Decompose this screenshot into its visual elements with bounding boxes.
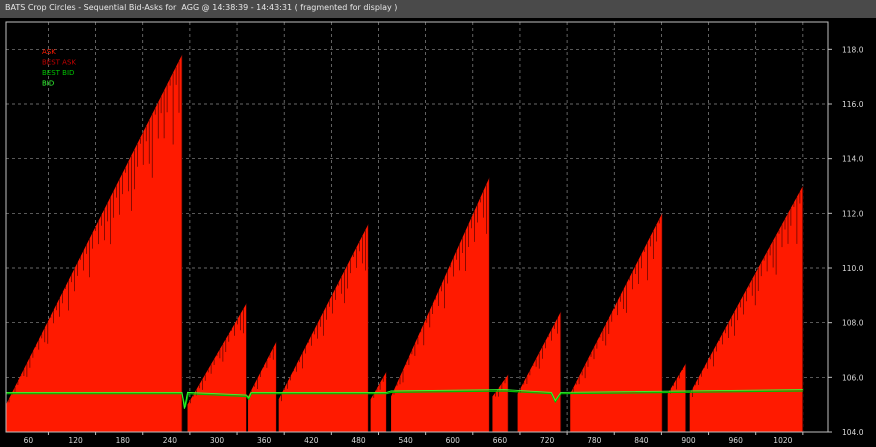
legend-entry: BID	[42, 80, 54, 88]
y-tick-label: 104.0	[842, 428, 864, 437]
ask-spike-lines	[572, 219, 660, 393]
best-bid-line	[6, 390, 803, 408]
ask-ramp-area	[187, 303, 247, 432]
x-tick-label: 120	[68, 436, 83, 445]
x-tick-label: 360	[257, 436, 272, 445]
window-title: BATS Crop Circles - Sequential Bid-Asks …	[5, 3, 398, 12]
x-tick-label: 60	[24, 436, 34, 445]
ask-ramp-area	[689, 186, 803, 432]
x-tick-label: 420	[304, 436, 319, 445]
y-axis: 104.0 106.0 108.0 110.0 112.0 114.0 116.0 118.0	[828, 45, 864, 437]
x-tick-label: 840	[634, 436, 649, 445]
ask-ramp-area	[248, 341, 277, 432]
ask-ramp-area	[391, 177, 490, 432]
ask-ramp-area	[667, 363, 686, 432]
bid-series-lines	[6, 389, 803, 409]
y-tick-label: 108.0	[842, 319, 864, 328]
x-tick-label: 720	[540, 436, 555, 445]
bid-line	[6, 389, 803, 409]
ask-spike-lines	[281, 230, 366, 402]
ask-ramp-area	[370, 371, 387, 432]
x-tick-label: 600	[446, 436, 461, 445]
x-axis: 60 120 180 240 300 360 420 480 540 600 660 720 780 84…	[24, 432, 804, 445]
bid-ask-chart: 104.0 106.0 108.0 110.0 112.0 114.0 116.0 118.0…	[0, 18, 876, 447]
x-tick-label: 1020	[773, 436, 792, 445]
x-tick-label: 240	[163, 436, 178, 445]
x-tick-label: 180	[116, 436, 131, 445]
x-tick-label: 480	[351, 436, 366, 445]
x-tick-label: 540	[398, 436, 413, 445]
y-tick-label: 118.0	[842, 45, 864, 54]
x-tick-label: 300	[210, 436, 225, 445]
y-tick-label: 110.0	[842, 264, 864, 273]
ask-ramp-area	[570, 213, 663, 432]
ask-ramp-area	[6, 54, 183, 433]
x-tick-label: 900	[681, 436, 696, 445]
legend-entry: ASK	[42, 48, 56, 56]
ask-spike-lines	[8, 60, 180, 403]
legend-entry: BEST ASK	[42, 59, 76, 67]
y-tick-label: 116.0	[842, 100, 864, 109]
ask-series-area	[6, 54, 803, 433]
x-tick-label: 660	[493, 436, 508, 445]
x-tick-label: 960	[729, 436, 744, 445]
legend-entry: BEST BID	[42, 69, 74, 77]
y-tick-label: 112.0	[842, 209, 864, 218]
plot-frame	[5, 21, 829, 433]
y-tick-label: 114.0	[842, 155, 864, 164]
ask-spike-lines	[373, 377, 384, 398]
x-tick-label: 780	[587, 436, 602, 445]
ask-ramp-area	[517, 311, 561, 432]
ask-spike-lines	[495, 379, 506, 397]
title-bar[interactable]: BATS Crop Circles - Sequential Bid-Asks …	[0, 0, 876, 19]
grid-lines	[6, 22, 828, 433]
legend: ASK BEST ASK BEST BID BID	[42, 48, 76, 88]
y-tick-label: 106.0	[842, 373, 864, 382]
ask-ramp-area	[492, 374, 509, 432]
